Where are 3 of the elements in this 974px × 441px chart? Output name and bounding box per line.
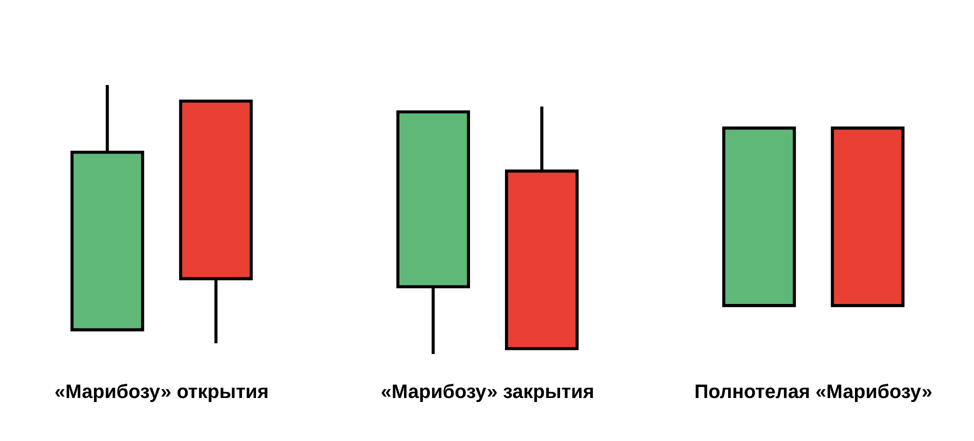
text: «Марибозу» закрытия [382, 384, 593, 402]
text: Полнотелая «Марибозу» [696, 384, 932, 402]
text: «Марибозу» открытия [55, 384, 268, 402]
